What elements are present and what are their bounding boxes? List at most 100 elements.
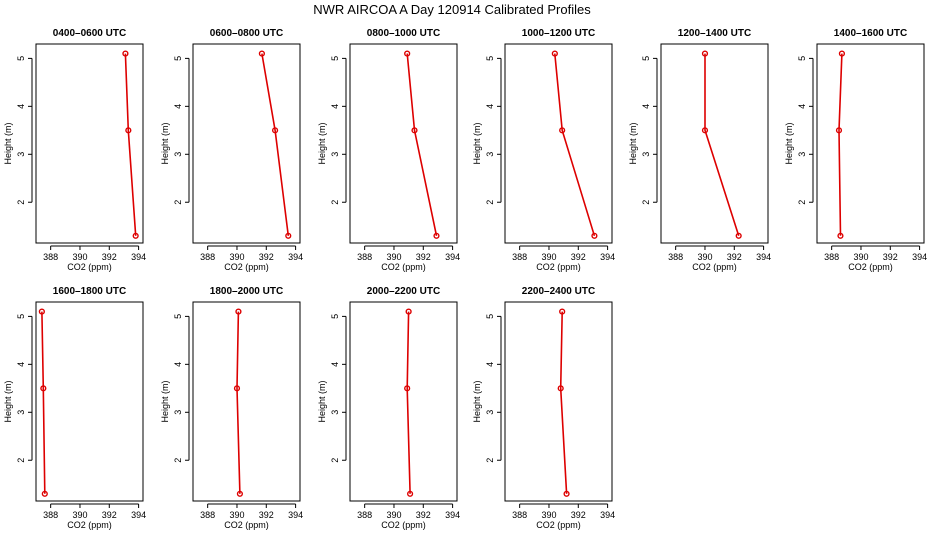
y-tick-label: 3: [16, 152, 26, 157]
x-tick-label: 394: [600, 510, 615, 520]
y-tick-label: 2: [16, 200, 26, 205]
panel-title: 1200–1400 UTC: [678, 28, 751, 39]
plot-frame: [504, 301, 613, 502]
y-tick-label: 3: [330, 410, 340, 415]
profile-point: [563, 490, 570, 497]
profile-point: [735, 232, 742, 239]
profile-panel: 1400–1600 UTC 388 390 392 394 CO2 (ppm) 2 3 4 5 He…: [784, 28, 927, 272]
y-tick-label: 5: [173, 314, 183, 319]
x-tick-label: 390: [386, 252, 401, 262]
y-tick-label: 2: [641, 200, 651, 205]
x-tick-label: 390: [72, 252, 87, 262]
profile-panel: 1800–2000 UTC 388 390 392 394 CO2 (ppm) 2 3 4 5 He…: [160, 286, 303, 530]
x-tick-label: 388: [668, 252, 683, 262]
x-tick-label: 388: [200, 510, 215, 520]
y-tick-label: 2: [485, 458, 495, 463]
x-tick-label: 394: [756, 252, 771, 262]
profile-point: [406, 490, 414, 497]
y-tick-label: 4: [330, 104, 340, 109]
profile-point: [559, 127, 566, 134]
panel-title: 2200–2400 UTC: [522, 286, 595, 297]
y-tick-label: 4: [330, 362, 340, 367]
panel-title: 1000–1200 UTC: [522, 28, 595, 39]
profile-point: [835, 127, 843, 134]
profile-point: [38, 308, 45, 315]
x-tick-label: 392: [727, 252, 742, 262]
profile-point: [837, 232, 844, 239]
panel-title: 0800–1000 UTC: [367, 28, 440, 39]
profile-point: [433, 232, 440, 239]
panel-grid: 0400–0600 UTC 388 390 392 394 CO2 (ppm) 2 3 4 5 He…: [3, 28, 927, 530]
plot-frame: [504, 43, 613, 244]
x-axis-label: CO2 (ppm): [848, 262, 893, 272]
x-tick-label: 392: [259, 252, 274, 262]
y-axis-label: Height (m): [317, 122, 327, 164]
y-tick-label: 4: [173, 104, 183, 109]
y-tick-label: 5: [330, 56, 340, 61]
plot-frame: [349, 301, 458, 502]
x-axis-label: CO2 (ppm): [224, 262, 269, 272]
profile-point: [271, 127, 279, 134]
panel-title: 2000–2200 UTC: [367, 286, 440, 297]
profile-point: [125, 127, 132, 134]
profile-line: [559, 311, 568, 494]
y-tick-label: 3: [173, 152, 183, 157]
y-tick-label: 3: [641, 152, 651, 157]
x-tick-label: 390: [853, 252, 868, 262]
y-tick-label: 2: [330, 458, 340, 463]
y-tick-label: 5: [16, 314, 26, 319]
panel-title: 1800–2000 UTC: [210, 286, 283, 297]
x-tick-label: 394: [131, 252, 146, 262]
y-axis-label: Height (m): [3, 380, 13, 422]
profile-line: [704, 53, 740, 237]
profile-point: [591, 232, 598, 239]
profile-panel: 1200–1400 UTC 388 390 392 394 CO2 (ppm) 2 3 4 5 He…: [628, 28, 771, 272]
x-tick-label: 390: [386, 510, 401, 520]
y-tick-label: 4: [797, 104, 807, 109]
profile-point: [236, 490, 244, 497]
y-tick-label: 2: [485, 200, 495, 205]
y-tick-label: 3: [330, 152, 340, 157]
x-tick-label: 388: [824, 252, 839, 262]
y-tick-label: 3: [797, 152, 807, 157]
x-axis-label: CO2 (ppm): [536, 520, 581, 530]
y-tick-label: 3: [485, 152, 495, 157]
x-tick-label: 392: [416, 510, 431, 520]
x-axis-label: CO2 (ppm): [692, 262, 737, 272]
y-tick-label: 4: [16, 104, 26, 109]
y-tick-label: 3: [16, 410, 26, 415]
profile-panel: 1000–1200 UTC 388 390 392 394 CO2 (ppm) 2 3 4 5 He…: [472, 28, 615, 272]
y-tick-label: 2: [173, 200, 183, 205]
profile-point: [557, 385, 564, 392]
plot-frame: [660, 43, 769, 244]
y-tick-label: 4: [16, 362, 26, 367]
plot-frame: [192, 301, 301, 502]
y-tick-label: 5: [797, 56, 807, 61]
profile-point: [701, 50, 709, 57]
profile-point: [551, 50, 558, 57]
x-tick-label: 388: [43, 252, 58, 262]
x-tick-label: 390: [697, 252, 712, 262]
y-axis-label: Height (m): [784, 122, 794, 164]
profile-point: [41, 490, 48, 497]
profile-panel: 1600–1800 UTC 388 390 392 394 CO2 (ppm) 2 3 4 5 He…: [3, 286, 146, 530]
y-axis-label: Height (m): [472, 380, 482, 422]
profile-panel: 0600–0800 UTC 388 390 392 394 CO2 (ppm) 2 3 4 5 He…: [160, 28, 303, 272]
profile-line: [554, 53, 596, 237]
x-axis-label: CO2 (ppm): [224, 520, 269, 530]
y-axis-label: Height (m): [160, 122, 170, 164]
profile-point: [701, 127, 709, 134]
profile-point: [233, 385, 241, 392]
y-axis-label: Height (m): [160, 380, 170, 422]
x-tick-label: 394: [288, 252, 303, 262]
x-axis-label: CO2 (ppm): [381, 520, 426, 530]
y-tick-label: 3: [173, 410, 183, 415]
x-tick-label: 388: [357, 252, 372, 262]
x-tick-label: 394: [445, 510, 460, 520]
x-tick-label: 392: [571, 510, 586, 520]
profile-line: [124, 53, 137, 236]
y-tick-label: 2: [173, 458, 183, 463]
x-tick-label: 394: [912, 252, 927, 262]
x-tick-label: 392: [416, 252, 431, 262]
